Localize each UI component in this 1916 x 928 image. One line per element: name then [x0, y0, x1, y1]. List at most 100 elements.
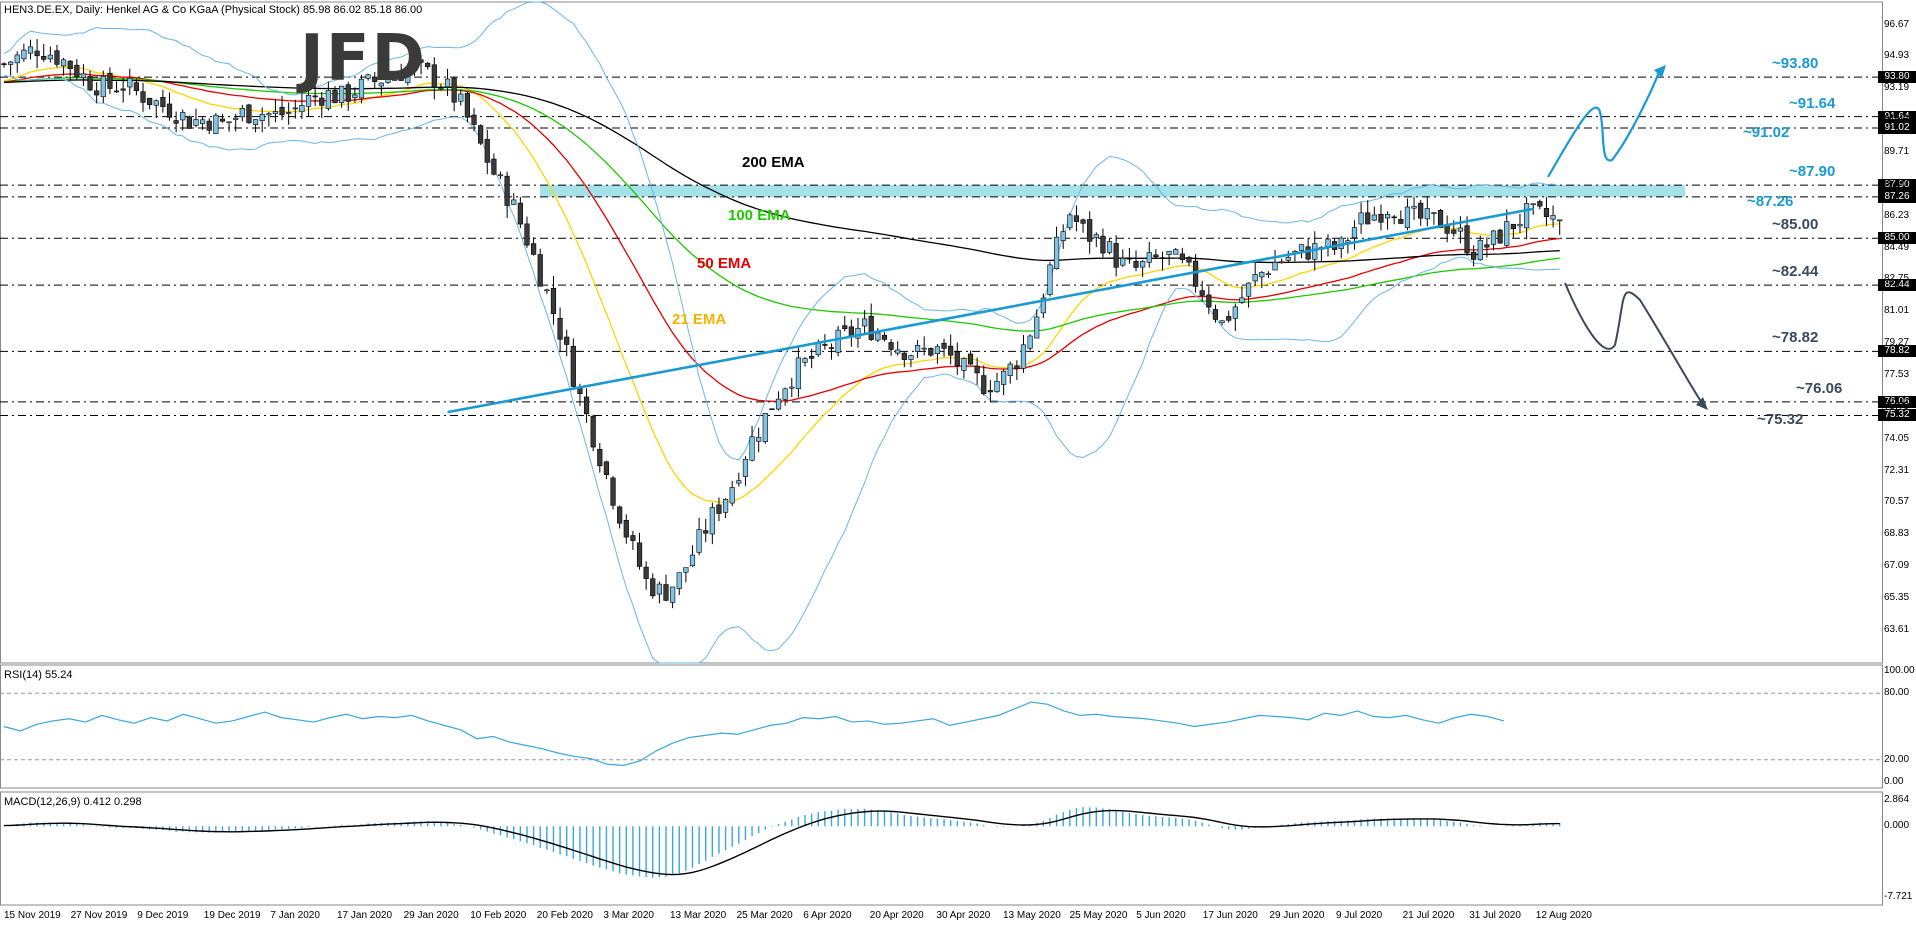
candle-body — [921, 347, 927, 350]
candle-body — [967, 353, 974, 365]
key-level-label-91-64: ~91.64 — [1789, 94, 1836, 112]
candle-body — [1265, 273, 1272, 276]
x-tick-label: 30 Apr 2020 — [936, 910, 991, 921]
candle-body — [1325, 238, 1331, 247]
candle-body — [41, 56, 47, 60]
candle-body — [1007, 363, 1013, 376]
candle-body — [954, 351, 960, 367]
candle-body — [537, 254, 543, 287]
candle-body — [802, 358, 808, 363]
x-tick-label: 25 Mar 2020 — [736, 910, 793, 921]
ema-21-line — [3, 66, 1560, 503]
candle-body — [815, 342, 821, 356]
candle-body — [1173, 249, 1179, 255]
candle-body — [252, 119, 259, 125]
candle-body — [1027, 335, 1033, 349]
candle-body — [835, 329, 841, 353]
x-tick-label: 25 May 2020 — [1069, 910, 1128, 921]
key-level-label-75-32: ~75.32 — [1757, 411, 1804, 429]
candle-body — [378, 82, 384, 87]
candle-body — [888, 342, 894, 350]
candle-body — [286, 112, 292, 114]
upper-band-line — [3, 1, 1560, 461]
candle-body — [1404, 206, 1411, 228]
candle-body — [914, 345, 921, 352]
ema-200-line — [3, 79, 1560, 264]
y-tick-label: 68.83 — [1884, 528, 1910, 540]
candle-body — [1206, 294, 1212, 308]
candle-body — [213, 114, 219, 134]
candle-body — [1252, 274, 1258, 282]
x-tick-label: 21 Jul 2020 — [1402, 910, 1455, 921]
candle-body — [769, 408, 775, 411]
candle-body — [405, 67, 411, 83]
candle-body — [550, 287, 557, 314]
candle-body — [1166, 251, 1172, 255]
candle-body — [742, 458, 749, 477]
candle-body — [1391, 216, 1397, 219]
candle-body — [1524, 203, 1530, 229]
candle-body — [299, 105, 305, 113]
candle-body — [822, 344, 828, 346]
candle-body — [703, 530, 709, 534]
candle-body — [186, 116, 192, 129]
candle-body — [603, 461, 610, 475]
price-box-76-06: 76.06 — [1878, 395, 1916, 408]
candle-body — [1464, 225, 1470, 254]
candle-body — [438, 87, 444, 90]
y-tick-label: 72.31 — [1884, 464, 1910, 476]
candle-body — [1384, 213, 1391, 219]
candle-body — [27, 46, 34, 54]
candle-body — [279, 106, 285, 116]
candle-body — [570, 345, 576, 387]
candle-body — [789, 386, 795, 389]
y-tick-label: 96.67 — [1884, 18, 1910, 30]
candle-body — [398, 74, 404, 81]
candle-body — [1517, 223, 1523, 227]
candle-body — [1073, 215, 1080, 222]
candle-body — [941, 342, 947, 349]
rsi-header: RSI(14) 55.24 — [4, 669, 73, 681]
candle-body — [1510, 223, 1516, 230]
candle-body — [87, 76, 93, 91]
candle-body — [828, 347, 835, 349]
candle-body — [934, 346, 941, 354]
rsi-tick-label: 20.00 — [1884, 753, 1910, 765]
x-tick-label: 13 Mar 2020 — [670, 910, 727, 921]
y-tick-label: 74.05 — [1884, 432, 1910, 444]
candle-body — [875, 332, 881, 341]
candle-body — [1020, 344, 1027, 369]
x-tick-label: 31 Jul 2020 — [1469, 910, 1521, 921]
candle-body — [656, 583, 662, 595]
candle-body — [107, 72, 113, 89]
candle-body — [696, 529, 702, 553]
candle-body — [246, 104, 252, 124]
price-box-78-82: 78.82 — [1878, 345, 1916, 358]
candle-body — [54, 50, 60, 65]
candle-body — [775, 398, 782, 410]
y-tick-label: 70.57 — [1884, 496, 1910, 508]
candle-body — [736, 480, 742, 484]
candle-body — [193, 119, 199, 126]
candle-body — [1093, 234, 1099, 238]
y-tick-label: 81.01 — [1884, 305, 1910, 317]
key-level-label-85-00: ~85.00 — [1772, 216, 1819, 234]
candle-body — [1437, 209, 1444, 228]
candle-body — [1040, 297, 1046, 314]
candle-body — [484, 139, 490, 163]
candle-body — [80, 73, 87, 78]
price-box-85-00: 85.00 — [1878, 232, 1916, 245]
candle-body — [1451, 229, 1457, 234]
price-box-75-32: 75.32 — [1878, 409, 1916, 422]
candle-body — [1226, 316, 1232, 321]
candle-body — [1087, 219, 1093, 242]
candle-body — [345, 84, 351, 102]
x-tick-label: 20 Feb 2020 — [536, 910, 593, 921]
price-box-87-26: 87.26 — [1878, 190, 1916, 203]
candle-body — [1484, 244, 1490, 248]
key-level-label-76-06: ~76.06 — [1796, 379, 1843, 397]
candle-body — [1053, 236, 1060, 270]
candle-body — [590, 415, 596, 448]
candle-body — [1100, 235, 1106, 254]
